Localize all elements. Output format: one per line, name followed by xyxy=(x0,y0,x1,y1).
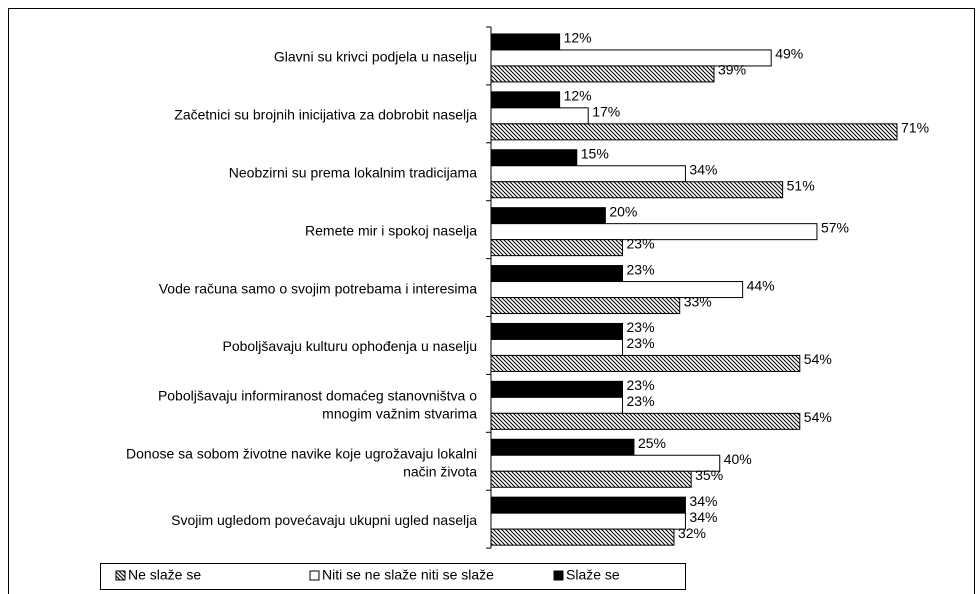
legend-label: Niti se ne slaže niti se slaže xyxy=(322,567,494,583)
value-label: 33% xyxy=(684,293,712,309)
bar xyxy=(490,470,692,488)
bar xyxy=(490,123,898,141)
bar xyxy=(490,65,715,83)
bar xyxy=(490,181,784,199)
legend-label: Ne slaže se xyxy=(128,567,201,583)
bar xyxy=(490,149,578,167)
bar xyxy=(490,354,801,372)
value-label: 32% xyxy=(678,525,706,541)
category-label: Poboljšavaju kulturu ophođenja u naselju xyxy=(222,338,477,354)
bar xyxy=(490,91,561,109)
legend-label: Slaže se xyxy=(566,567,620,583)
value-label: 34% xyxy=(689,493,717,509)
value-label: 23% xyxy=(627,377,655,393)
value-label: 34% xyxy=(689,161,717,177)
value-label: 23% xyxy=(627,335,655,351)
bar xyxy=(490,165,686,183)
value-label: 40% xyxy=(724,451,752,467)
value-label: 15% xyxy=(581,145,609,161)
value-label: 23% xyxy=(627,393,655,409)
value-label: 35% xyxy=(695,467,723,483)
value-label: 20% xyxy=(609,203,637,219)
bar xyxy=(490,107,589,125)
bar xyxy=(490,380,624,398)
value-label: 25% xyxy=(638,435,666,451)
value-label: 49% xyxy=(775,46,803,62)
category-label: Remete mir i spokoj naselja xyxy=(305,222,477,238)
bar xyxy=(490,33,561,51)
value-label: 17% xyxy=(592,104,620,120)
category-label: Svojim ugledom povećavaju ukupni ugled n… xyxy=(171,512,477,528)
value-label: 57% xyxy=(821,219,849,235)
legend-swatch xyxy=(309,570,320,581)
bar xyxy=(490,496,686,514)
bar xyxy=(490,265,624,283)
bar xyxy=(490,322,624,340)
category-label: Neobzirni su prema lokalnim tradicijama xyxy=(229,164,477,180)
value-label: 34% xyxy=(689,509,717,525)
bar xyxy=(490,297,681,315)
value-label: 54% xyxy=(804,409,832,425)
category-label: Glavni su krivci podjela u naselju xyxy=(274,49,477,65)
value-label: 44% xyxy=(747,277,775,293)
value-label: 23% xyxy=(627,319,655,335)
legend-box xyxy=(100,563,686,590)
bar xyxy=(490,512,686,530)
chart-frame xyxy=(8,8,975,594)
value-label: 23% xyxy=(627,235,655,251)
category-label: Začetnici su brojnih inicijativa za dobr… xyxy=(174,107,477,123)
value-label: 71% xyxy=(901,120,929,136)
bar xyxy=(490,438,635,456)
value-label: 54% xyxy=(804,351,832,367)
bar xyxy=(490,207,606,225)
bar xyxy=(490,412,801,430)
bar xyxy=(490,396,624,414)
legend-swatch xyxy=(115,570,126,581)
category-label: Poboljšavaju informiranost domaćeg stano… xyxy=(158,387,477,421)
bar xyxy=(490,338,624,356)
bar xyxy=(490,239,624,257)
value-label: 12% xyxy=(564,88,592,104)
bar xyxy=(490,528,675,546)
category-label: Vode računa samo o svojim potrebama i in… xyxy=(159,280,477,296)
bar xyxy=(490,454,721,472)
value-label: 39% xyxy=(718,62,746,78)
value-label: 51% xyxy=(787,177,815,193)
value-label: 12% xyxy=(564,30,592,46)
legend-swatch xyxy=(553,570,564,581)
value-label: 23% xyxy=(627,261,655,277)
category-label: Donose sa sobom životne navike koje ugro… xyxy=(126,445,477,479)
